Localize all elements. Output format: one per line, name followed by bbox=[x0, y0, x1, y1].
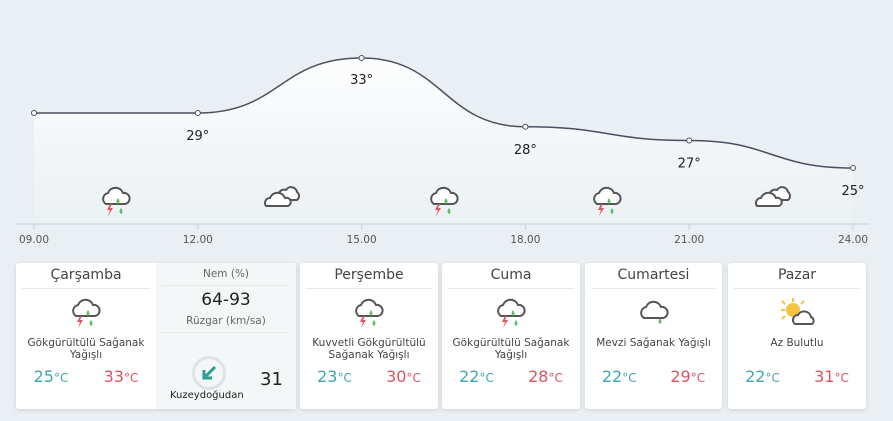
temperature-point bbox=[31, 110, 37, 116]
cloud-rain-icon bbox=[585, 293, 722, 333]
low-temp: 22°C bbox=[601, 367, 637, 386]
wind-label: Rüzgar (km/sa) bbox=[162, 310, 290, 333]
temperature-area bbox=[34, 58, 853, 224]
temperature-point bbox=[850, 165, 856, 171]
day-desc: Az Bulutlu bbox=[770, 337, 824, 349]
day-card-1[interactable]: Perşembe Kuvvetli Gökgürültülü Sağanak Y… bbox=[300, 263, 438, 409]
day-desc: Kuvvetli Gökgürültülü Sağanak Yağışlı bbox=[312, 337, 426, 361]
day-card-0[interactable]: Çarşamba Gökgürültülü Sağanak Yağışlı 25… bbox=[16, 263, 296, 409]
low-temp: 25°C bbox=[33, 367, 69, 386]
day-name: Cuma bbox=[448, 263, 574, 289]
low-temp: 22°C bbox=[459, 367, 494, 386]
details-panel: Nem (%) 64-93 Rüzgar (km/sa) 31 Kuzeydoğ… bbox=[156, 263, 296, 409]
low-temp: 23°C bbox=[317, 367, 352, 386]
x-tick-label: 15.00 bbox=[347, 234, 377, 246]
day-desc: Gökgürültülü Sağanak Yağışlı bbox=[27, 337, 145, 361]
temperature-point bbox=[522, 123, 529, 130]
hourly-temperature-chart: 09.00 12.00 29° 15.00 33° 18.00 28° 21.00 27° 24.… bbox=[16, 55, 870, 246]
x-tick-label: 24.00 bbox=[838, 234, 868, 246]
temperature-label: 25° bbox=[841, 184, 864, 199]
wind-direction-icon bbox=[192, 356, 226, 390]
temperature-label: 27° bbox=[678, 157, 701, 172]
thunderstorm-rain-icon bbox=[102, 186, 131, 216]
day-desc: Gökgürültülü Sağanak Yağışlı bbox=[452, 337, 570, 361]
high-temp: 28°C bbox=[528, 367, 563, 386]
x-tick-label: 21.00 bbox=[674, 234, 704, 246]
thunderstorm-rain-icon bbox=[593, 186, 622, 216]
day-desc: Mevzi Sağanak Yağışlı bbox=[596, 337, 711, 349]
high-temp: 31°C bbox=[814, 367, 849, 386]
cloudy-icon bbox=[263, 186, 300, 207]
x-tick-label: 12.00 bbox=[183, 234, 213, 246]
x-tick-label: 09.00 bbox=[19, 234, 49, 246]
temperature-point bbox=[194, 110, 201, 116]
high-temp: 33°C bbox=[103, 367, 139, 386]
cloudy-icon bbox=[755, 186, 792, 207]
low-temp: 22°C bbox=[745, 367, 780, 386]
high-temp: 29°C bbox=[670, 367, 706, 386]
humidity-value: 64-93 bbox=[201, 290, 251, 310]
temperature-point bbox=[686, 137, 693, 144]
day-card-4[interactable]: Pazar Az Bulutlu 22°C 31°C bbox=[728, 263, 866, 409]
temperature-label: 29° bbox=[186, 129, 209, 144]
high-temp: 30°C bbox=[386, 367, 421, 386]
day-card-2[interactable]: Cuma Gökgürültülü Sağanak Yağışlı 22°C 28… bbox=[442, 263, 580, 409]
wind-speed: 31 bbox=[260, 369, 283, 390]
day-name: Çarşamba bbox=[22, 263, 150, 289]
day-card-3[interactable]: Cumartesi Mevzi Sağanak Yağışlı 22°C 29°C bbox=[585, 263, 722, 409]
day-name: Perşembe bbox=[306, 263, 432, 289]
thunderstorm-rain-icon bbox=[16, 293, 156, 333]
x-tick-label: 18.00 bbox=[510, 234, 540, 246]
thunderstorm-rain-icon bbox=[429, 186, 459, 216]
temperature-label: 28° bbox=[514, 143, 537, 158]
day-name: Pazar bbox=[734, 263, 860, 289]
day-name: Cumartesi bbox=[591, 263, 716, 289]
thunderstorm-rain-icon bbox=[300, 293, 438, 333]
partly-sunny-icon bbox=[728, 293, 866, 333]
temperature-point bbox=[358, 55, 365, 61]
temperature-label: 33° bbox=[350, 73, 373, 88]
wind-direction: Kuzeydoğudan bbox=[170, 390, 244, 401]
temperature-line bbox=[34, 57, 854, 169]
humidity-label: Nem (%) bbox=[162, 263, 290, 286]
thunderstorm-rain-icon bbox=[442, 293, 580, 333]
